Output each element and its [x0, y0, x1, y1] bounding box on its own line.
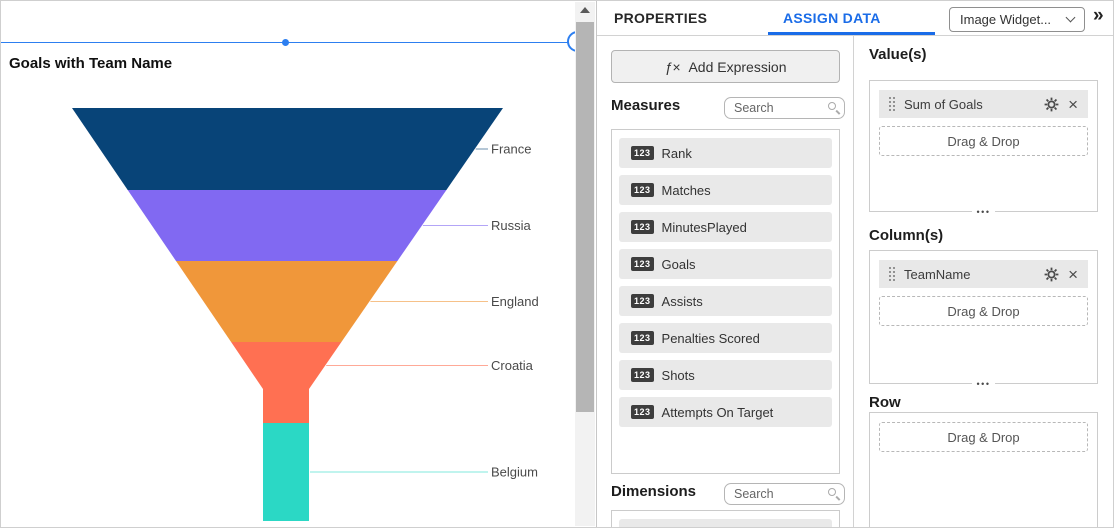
row-section-title: Row	[869, 394, 901, 411]
measure-item-label: Matches	[661, 182, 711, 198]
widget-dropdown-value: Image Widget...	[960, 12, 1052, 27]
measure-item-label: Assists	[661, 293, 703, 309]
panel-tabs-header: PROPERTIES ASSIGN DATA Image Widget... »	[597, 1, 1113, 36]
remove-chip-icon[interactable]: ×	[1068, 94, 1078, 114]
funnel-segment-france[interactable]	[72, 108, 503, 190]
funnel-chart: France Russia England Croatia Belgium	[72, 108, 539, 521]
remove-chip-icon[interactable]: ×	[1068, 264, 1078, 284]
dropzone-label: Drag & Drop	[947, 429, 1020, 445]
collapse-panel-icon[interactable]: »	[1093, 5, 1104, 26]
columns-assignment-box: TeamName × Drag & Drop •••	[869, 250, 1098, 389]
tab-properties[interactable]: PROPERTIES	[614, 10, 708, 26]
funnel-label-england: England	[491, 294, 539, 309]
measure-item-label: Rank	[661, 145, 692, 161]
funnel-label-france: France	[491, 142, 531, 157]
up-arrow-icon	[580, 7, 590, 13]
columns-section-title: Column(s)	[869, 227, 944, 244]
measure-item[interactable]: 123 Attempts On Target	[619, 397, 832, 427]
numeric-field-icon: 123	[631, 220, 654, 234]
row-dropzone[interactable]: Drag & Drop	[879, 422, 1088, 452]
numeric-field-icon: 123	[631, 146, 654, 160]
measure-item-label: Attempts On Target	[661, 404, 774, 420]
numeric-field-icon: 123	[631, 294, 654, 308]
numeric-field-icon: 123	[631, 183, 654, 197]
funnel-segment-belgium[interactable]	[263, 423, 309, 521]
column-divider	[853, 36, 854, 527]
dimension-item[interactable]	[619, 519, 832, 527]
measure-item[interactable]: 123 Assists	[619, 286, 832, 316]
column-chip-teamname[interactable]: TeamName ×	[879, 260, 1088, 288]
dropzone-label: Drag & Drop	[947, 133, 1020, 149]
measure-item-label: Penalties Scored	[661, 330, 760, 346]
drag-handle-icon[interactable]	[889, 96, 895, 112]
measures-title: Measures	[611, 97, 681, 114]
measures-search-input[interactable]	[724, 97, 845, 119]
measure-item[interactable]: 123 Goals	[619, 249, 832, 279]
columns-more-indicator[interactable]: •••	[971, 379, 996, 389]
scroll-up-button[interactable]	[575, 7, 595, 23]
dimensions-title: Dimensions	[611, 483, 697, 500]
measure-item-label: Shots	[661, 367, 695, 383]
measures-list: 123 Rank 123 Matches 123 MinutesPlayed 123 Goal…	[611, 129, 840, 474]
numeric-field-icon: 123	[631, 368, 654, 382]
chevron-down-icon	[1065, 12, 1076, 23]
drag-handle-icon[interactable]	[889, 266, 895, 282]
dimensions-search-input[interactable]	[724, 483, 845, 505]
search-icon	[828, 488, 836, 496]
funnel-segment-russia[interactable]	[127, 190, 447, 261]
chip-label: TeamName	[904, 266, 971, 282]
measure-item[interactable]: 123 Penalties Scored	[619, 323, 832, 353]
settings-gear-icon[interactable]	[1044, 97, 1059, 112]
numeric-field-icon: 123	[631, 257, 654, 271]
dimensions-search[interactable]	[724, 483, 845, 505]
widget-resize-handle[interactable]	[282, 39, 289, 46]
value-chip-sum-of-goals[interactable]: Sum of Goals ×	[879, 90, 1088, 118]
chart-title: Goals with Team Name	[9, 55, 173, 72]
chip-label: Sum of Goals	[904, 96, 983, 112]
measure-item-label: MinutesPlayed	[661, 219, 747, 235]
fx-icon: ƒ×	[664, 58, 681, 75]
row-assignment-box: Drag & Drop	[869, 412, 1098, 527]
values-more-indicator[interactable]: •••	[971, 207, 996, 217]
search-icon	[828, 102, 836, 110]
measure-item-label: Goals	[661, 256, 696, 272]
dropzone-label: Drag & Drop	[947, 303, 1020, 319]
properties-panel: PROPERTIES ASSIGN DATA Image Widget... »…	[596, 1, 1113, 527]
funnel-segment-england[interactable]	[176, 261, 398, 342]
settings-gear-icon[interactable]	[1044, 267, 1059, 282]
tab-assign-data[interactable]: ASSIGN DATA	[783, 10, 881, 26]
active-tab-underline	[768, 32, 935, 35]
measure-item[interactable]: 123 Rank	[619, 138, 832, 168]
measure-item[interactable]: 123 Shots	[619, 360, 832, 390]
vertical-scrollbar[interactable]	[575, 2, 595, 526]
add-expression-button[interactable]: ƒ× Add Expression	[611, 50, 840, 83]
measure-item[interactable]: 123 MinutesPlayed	[619, 212, 832, 242]
measures-search[interactable]	[724, 97, 845, 119]
columns-dropzone[interactable]: Drag & Drop	[879, 296, 1088, 326]
chart-widget-panel[interactable]: France Russia England Croatia Belgium Goals …	[1, 1, 588, 527]
funnel-segment-croatia[interactable]	[231, 342, 342, 423]
numeric-field-icon: 123	[631, 405, 654, 419]
dimensions-list	[611, 510, 840, 527]
values-assignment-box: Sum of Goals × Drag & Drop •••	[869, 80, 1098, 217]
values-dropzone[interactable]: Drag & Drop	[879, 126, 1088, 156]
measure-item[interactable]: 123 Matches	[619, 175, 832, 205]
funnel-label-croatia: Croatia	[491, 358, 534, 373]
funnel-label-russia: Russia	[491, 218, 532, 233]
funnel-label-belgium: Belgium	[491, 465, 538, 480]
add-expression-label: Add Expression	[688, 58, 787, 75]
scrollbar-thumb[interactable]	[576, 22, 594, 412]
numeric-field-icon: 123	[631, 331, 654, 345]
widget-type-dropdown[interactable]: Image Widget...	[949, 7, 1085, 32]
values-section-title: Value(s)	[869, 46, 927, 63]
